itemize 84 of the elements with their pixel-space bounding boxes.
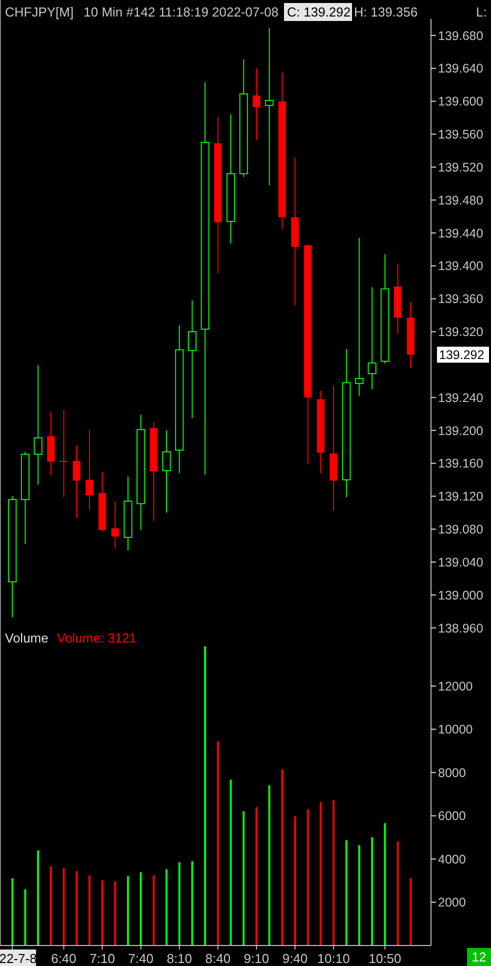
candlestick [72,444,80,518]
y-tick-label: 139.640 [438,62,484,76]
bar [76,871,78,946]
x-tick-label: 6:40 [51,951,76,966]
x-tick-label: 8:10 [166,951,192,966]
chart-subtitle: 10 Min #142 11:18:19 2022-07-08 [84,4,279,20]
bar [126,876,129,946]
bar [114,881,116,946]
y-tick-label: 139.240 [438,390,484,405]
candlestick [188,300,197,419]
y-tick-label: 138.960 [438,621,484,636]
y-tick-label: 8000 [438,766,466,780]
bar [37,850,40,946]
y-tick-label: 2000 [438,896,466,910]
y-tick-label: 12000 [438,679,473,694]
y-tick-label: 139.080 [438,522,484,537]
y-tick-label: 139.520 [438,160,484,174]
y-tick-label: 139.160 [438,456,484,471]
candlestick [368,286,376,390]
bar [410,878,412,946]
bar [152,875,155,946]
bar [268,785,270,946]
bar [294,816,296,946]
bar [242,811,245,946]
bar [216,741,219,946]
bar [230,780,232,946]
bar [50,866,52,946]
text: 139.292 [439,348,484,362]
bar [345,840,348,946]
y-tick-label: 139.040 [438,555,484,570]
bar [384,823,386,946]
candlestick [34,364,42,486]
candlestick [162,430,171,514]
bar [24,889,26,946]
bar [166,869,168,946]
x-tick-label: 9:10 [244,951,270,966]
candlestick [86,429,94,511]
bar [11,878,14,946]
chart-title: Volume [5,630,48,646]
bar [320,802,322,946]
bar [358,845,360,946]
text: 12 [472,950,486,965]
y-tick-label: 10000 [438,722,473,737]
bar [281,769,284,946]
bar [306,809,309,946]
candlestick [354,237,364,396]
y-tick-label: 139.320 [438,325,484,340]
x-tick-label: 8:40 [205,951,231,966]
x-tick-label: 22-7-8 [0,951,37,966]
y-tick-label: 139.480 [438,193,484,208]
bar [191,861,194,946]
y-tick-label: 139.120 [438,490,484,504]
x-tick-label: 7:40 [128,951,154,966]
annotation: H: 139.356 [354,4,418,20]
candlestick [265,28,274,186]
y-tick-label: 6000 [438,809,466,824]
x-tick-label: 7:10 [90,951,115,966]
bar [178,862,180,946]
bar [88,875,90,946]
chart-title: CHFJPY[M] [5,4,74,20]
y-tick-label: 139.200 [438,424,484,438]
bar [140,872,142,946]
y-tick-label: 139.360 [438,292,484,306]
bar [101,880,104,946]
y-tick-label: 139.440 [438,226,484,240]
candlestick [60,409,68,498]
y-tick-label: 139.680 [438,28,484,43]
bar [204,646,206,946]
bar [332,800,335,946]
annotation: Volume: 3121 [57,630,137,646]
y-tick-label: 139.600 [438,94,484,109]
x-tick-label: 9:40 [282,951,308,966]
x-tick-label: 10:50 [368,951,402,966]
annotation: C: 139.292 [287,4,351,20]
y-tick-label: 139.400 [438,259,484,274]
text: L: [476,4,487,20]
y-tick-label: 4000 [438,852,466,866]
y-tick-label: 139.560 [438,128,484,142]
candlestick [252,68,260,140]
candlestick [111,500,119,549]
x-tick-label: 10:10 [317,951,350,966]
bar [396,841,399,946]
bar [371,837,374,946]
y-tick-label: 139.000 [438,588,484,602]
